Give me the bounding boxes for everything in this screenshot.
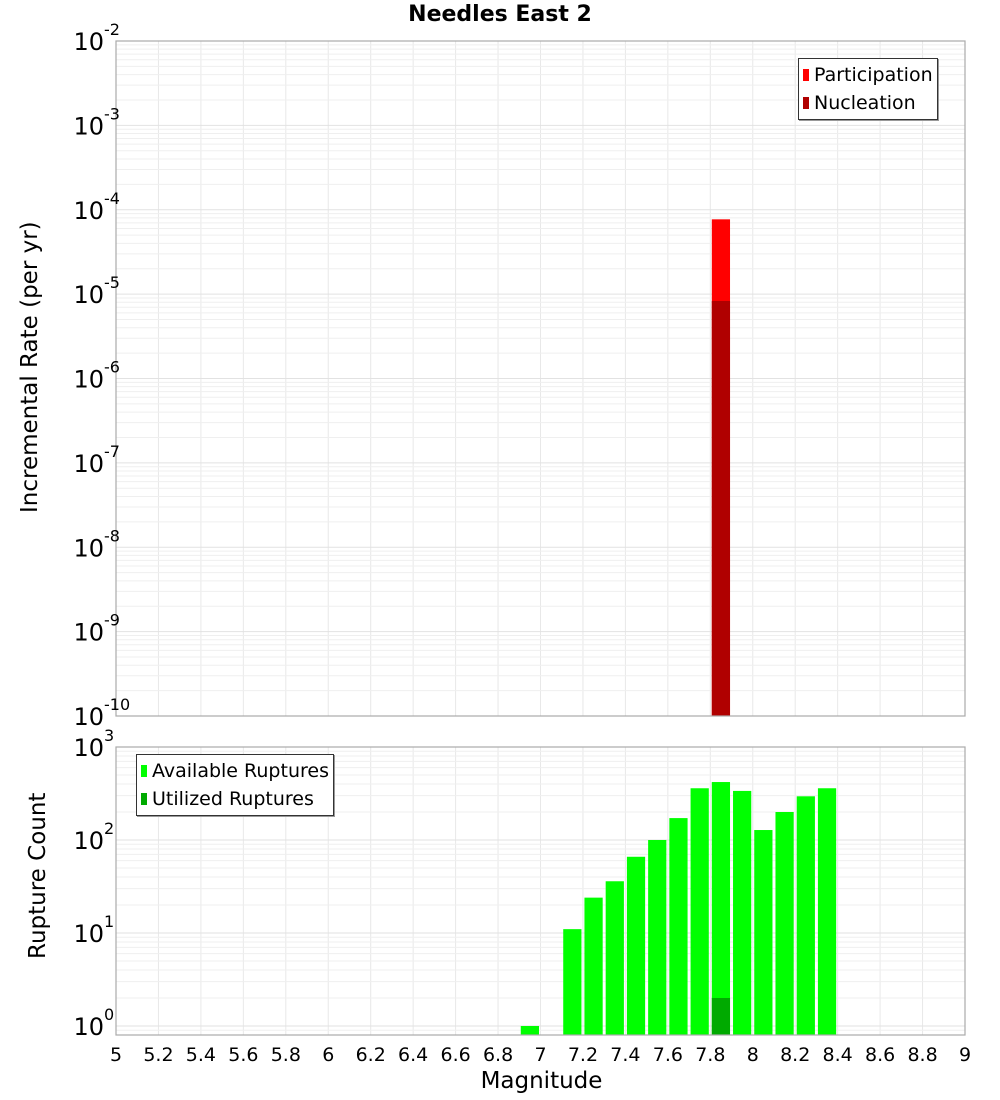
bottom-legend: Available Ruptures Utilized Ruptures	[136, 754, 334, 816]
x-tick-label: 5	[110, 1044, 122, 1066]
svg-text:-10: -10	[104, 695, 130, 714]
bar	[796, 796, 815, 1035]
svg-text:-8: -8	[104, 526, 120, 545]
x-tick-label: 5.4	[186, 1044, 216, 1066]
svg-text:10: 10	[73, 920, 104, 948]
x-tick-label: 6.6	[440, 1044, 470, 1066]
x-tick-label: 9	[959, 1044, 971, 1066]
top-legend: Participation Nucleation	[798, 58, 938, 120]
svg-text:10: 10	[73, 827, 104, 855]
legend-item-available: Available Ruptures	[141, 757, 329, 785]
x-tick-label: 6.4	[398, 1044, 428, 1066]
legend-item-participation: Participation	[803, 61, 933, 89]
bar	[648, 839, 667, 1035]
x-tick-label: 8.4	[823, 1044, 853, 1066]
svg-text:-4: -4	[104, 189, 120, 208]
svg-text:-6: -6	[104, 358, 120, 377]
bar	[754, 830, 773, 1035]
utilized-swatch-icon	[141, 793, 147, 805]
bar	[711, 782, 731, 1035]
chart-title: Needles East 2	[408, 2, 592, 27]
available-swatch-icon	[141, 765, 147, 777]
bar	[690, 788, 709, 1035]
svg-text:10: 10	[73, 703, 104, 731]
svg-text:-3: -3	[104, 104, 120, 123]
svg-text:10: 10	[73, 450, 104, 478]
svg-text:-2: -2	[104, 20, 120, 39]
top-y-axis-label: Incremental Rate (per yr)	[17, 221, 43, 513]
bar	[563, 929, 582, 1035]
x-tick-label: 5.8	[271, 1044, 301, 1066]
svg-text:10: 10	[73, 734, 104, 762]
svg-text:-7: -7	[104, 442, 120, 461]
legend-label: Utilized Ruptures	[152, 788, 314, 810]
participation-swatch-icon	[803, 69, 809, 81]
legend-label: Available Ruptures	[152, 760, 329, 782]
x-tick-label: 5.6	[228, 1044, 258, 1066]
bar	[605, 881, 624, 1035]
x-tick-label: 7.4	[610, 1044, 640, 1066]
x-tick-label: 7	[534, 1044, 546, 1066]
svg-text:3: 3	[104, 726, 114, 745]
x-tick-label: 7.2	[568, 1044, 598, 1066]
svg-text:10: 10	[73, 281, 104, 309]
x-tick-label: 6	[322, 1044, 334, 1066]
bar	[711, 997, 731, 1035]
bottom-y-axis-label: Rupture Count	[25, 792, 51, 959]
svg-text:-9: -9	[104, 611, 120, 630]
svg-text:10: 10	[73, 534, 104, 562]
svg-text:10: 10	[73, 28, 104, 56]
svg-text:10: 10	[73, 197, 104, 225]
x-axis-label: Magnitude	[480, 1068, 603, 1094]
svg-text:10: 10	[73, 619, 104, 647]
x-tick-label: 7.8	[695, 1044, 725, 1066]
bar	[817, 788, 837, 1035]
svg-text:10: 10	[73, 1013, 104, 1041]
top-plot: 10-210-310-410-510-610-710-810-910-10	[73, 20, 966, 731]
x-tick-label: 8.8	[907, 1044, 937, 1066]
legend-item-nucleation: Nucleation	[803, 89, 933, 117]
x-tick-label: 8.2	[780, 1044, 810, 1066]
x-tick-label: 6.2	[356, 1044, 386, 1066]
svg-text:10: 10	[73, 366, 104, 394]
x-tick-label: 8.6	[865, 1044, 895, 1066]
bar	[584, 897, 603, 1035]
x-tick-label: 6.8	[483, 1044, 513, 1066]
svg-text:-5: -5	[104, 273, 120, 292]
bar	[711, 300, 731, 716]
x-tick-label: 5.2	[143, 1044, 173, 1066]
x-tick-label: 8	[747, 1044, 759, 1066]
bar	[775, 812, 794, 1035]
legend-label: Participation	[814, 64, 933, 86]
bar	[733, 790, 752, 1035]
svg-text:10: 10	[73, 112, 104, 140]
svg-text:0: 0	[104, 1005, 114, 1024]
legend-label: Nucleation	[814, 92, 916, 114]
x-tick-label: 7.6	[653, 1044, 683, 1066]
bar	[669, 818, 688, 1035]
svg-text:1: 1	[104, 912, 114, 931]
legend-item-utilized: Utilized Ruptures	[141, 785, 329, 813]
bar	[520, 1025, 539, 1035]
bar	[626, 856, 646, 1035]
svg-text:2: 2	[104, 819, 114, 838]
nucleation-swatch-icon	[803, 97, 809, 109]
